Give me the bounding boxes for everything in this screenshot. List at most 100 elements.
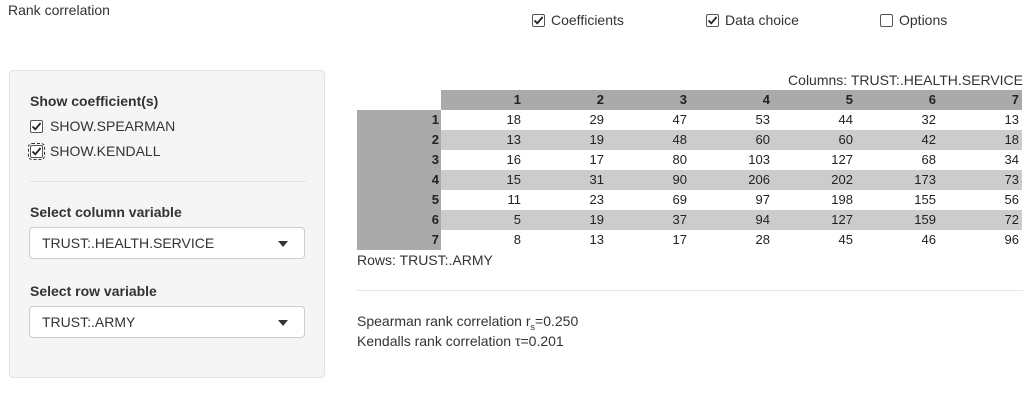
row-header: 2 (357, 130, 441, 150)
table-cell: 31 (524, 170, 607, 190)
row-header: 7 (357, 230, 441, 250)
show-coefficients-heading: Show coefficient(s) (30, 93, 159, 109)
table-cell: 198 (831, 192, 853, 207)
results-divider (357, 290, 1023, 291)
table-cell: 23 (589, 192, 604, 207)
table-cell: 19 (524, 130, 607, 150)
row-variable-select[interactable]: TRUST:.ARMY (29, 306, 305, 338)
table-cell: 96 (1004, 232, 1019, 247)
column-header: 3 (607, 90, 690, 110)
table-row: 2 13 19 48 60 60 42 18 (357, 130, 1022, 150)
contingency-table: 1 2 3 4 5 6 7 1 18 29 47 53 44 32 13 2 13 19 48 60 60… (357, 90, 1022, 250)
table-cell: 28 (755, 232, 770, 247)
table-row: 1 18 29 47 53 44 32 13 (357, 110, 1022, 130)
table-cell: 42 (856, 130, 939, 150)
coefficients-checkbox[interactable]: Coefficients (532, 12, 624, 28)
table-cell: 32 (921, 112, 936, 127)
table-cell: 56 (1004, 192, 1019, 207)
columns-caption: Columns: TRUST:.HEALTH.SERVICE (788, 72, 1023, 88)
table-row: 4 15 31 90 206 202 173 73 (357, 170, 1022, 190)
column-header: 5 (773, 90, 856, 110)
table-cell: 37 (607, 210, 690, 230)
table-cell: 48 (607, 130, 690, 150)
kendall-result: Kendalls rank correlation τ=0.201 (357, 333, 564, 349)
table-cell: 173 (856, 170, 939, 190)
row-variable-value: TRUST:.ARMY (42, 314, 136, 330)
spearman-value: =0.250 (535, 313, 579, 329)
table-cell: 13 (589, 232, 604, 247)
column-header: 2 (524, 90, 607, 110)
table-cell: 5 (441, 210, 524, 230)
checkbox-checked-icon (532, 13, 545, 27)
spearman-subscript: s (530, 321, 536, 332)
table-cell: 44 (838, 112, 853, 127)
table-cell: 11 (507, 192, 522, 207)
table-cell: 47 (672, 112, 687, 127)
column-variable-value: TRUST:.HEALTH.SERVICE (42, 235, 215, 251)
table-cell: 15 (441, 170, 524, 190)
table-cell: 18 (939, 130, 1022, 150)
table-corner (357, 90, 441, 110)
spearman-result: Spearman rank correlation rs=0.250 (357, 313, 578, 332)
table-cell: 80 (672, 152, 687, 167)
table-cell: 69 (672, 192, 687, 207)
checkbox-unchecked-icon (880, 13, 893, 27)
table-cell: 13 (1004, 112, 1019, 127)
column-header: 7 (939, 90, 1022, 110)
table-cell: 60 (690, 130, 773, 150)
row-header: 3 (357, 150, 441, 170)
table-cell: 90 (607, 170, 690, 190)
table-cell: 103 (748, 152, 770, 167)
table-cell: 206 (690, 170, 773, 190)
table-cell: 13 (441, 130, 524, 150)
table-row: 6 5 19 37 94 127 159 72 (357, 210, 1022, 230)
table-cell: 159 (856, 210, 939, 230)
column-header: 4 (690, 90, 773, 110)
table-cell: 8 (513, 232, 521, 247)
table-cell: 127 (773, 210, 856, 230)
spearman-checkbox[interactable]: SHOW.SPEARMAN (30, 118, 175, 134)
table-cell: 127 (831, 152, 853, 167)
row-header: 6 (357, 210, 441, 230)
table-cell: 72 (939, 210, 1022, 230)
kendall-checkbox[interactable]: SHOW.KENDALL (28, 142, 161, 160)
table-row: 7 8 13 17 28 45 46 96 (357, 230, 1022, 250)
kendall-label: SHOW.KENDALL (50, 143, 161, 159)
column-header: 1 (441, 90, 524, 110)
table-cell: 18 (506, 112, 521, 127)
table-cell: 155 (914, 192, 936, 207)
data-choice-checkbox[interactable]: Data choice (706, 12, 799, 28)
table-cell: 19 (524, 210, 607, 230)
table-cell: 60 (773, 130, 856, 150)
sidebar-panel: Show coefficient(s) SHOW.SPEARMAN SHOW.K… (9, 70, 325, 378)
options-checkbox[interactable]: Options (880, 12, 947, 28)
column-variable-select[interactable]: TRUST:.HEALTH.SERVICE (29, 227, 305, 259)
column-variable-heading: Select column variable (30, 204, 182, 220)
table-cell: 17 (672, 232, 687, 247)
table-cell: 73 (939, 170, 1022, 190)
table-cell: 46 (921, 232, 936, 247)
table-cell: 34 (1004, 152, 1019, 167)
table-cell: 68 (921, 152, 936, 167)
row-header: 4 (357, 170, 441, 190)
table-cell: 202 (773, 170, 856, 190)
sidebar-divider (30, 181, 306, 182)
data-choice-label: Data choice (725, 12, 799, 28)
app-title: Rank correlation (8, 2, 110, 18)
table-cell: 45 (838, 232, 853, 247)
chevron-down-icon (278, 320, 288, 326)
checkbox-checked-icon (28, 142, 45, 160)
row-header: 1 (357, 110, 441, 130)
table-row: 5 11 23 69 97 198 155 56 (357, 190, 1022, 210)
chevron-down-icon (278, 241, 288, 247)
table-cell: 29 (589, 112, 604, 127)
checkbox-checked-icon (706, 13, 719, 27)
checkbox-checked-icon (30, 119, 43, 133)
table-cell: 53 (755, 112, 770, 127)
row-variable-heading: Select row variable (30, 283, 157, 299)
table-cell: 97 (755, 192, 770, 207)
rows-caption: Rows: TRUST:.ARMY (357, 252, 493, 268)
table-cell: 16 (506, 152, 521, 167)
table-cell: 94 (690, 210, 773, 230)
row-header: 5 (357, 190, 441, 210)
